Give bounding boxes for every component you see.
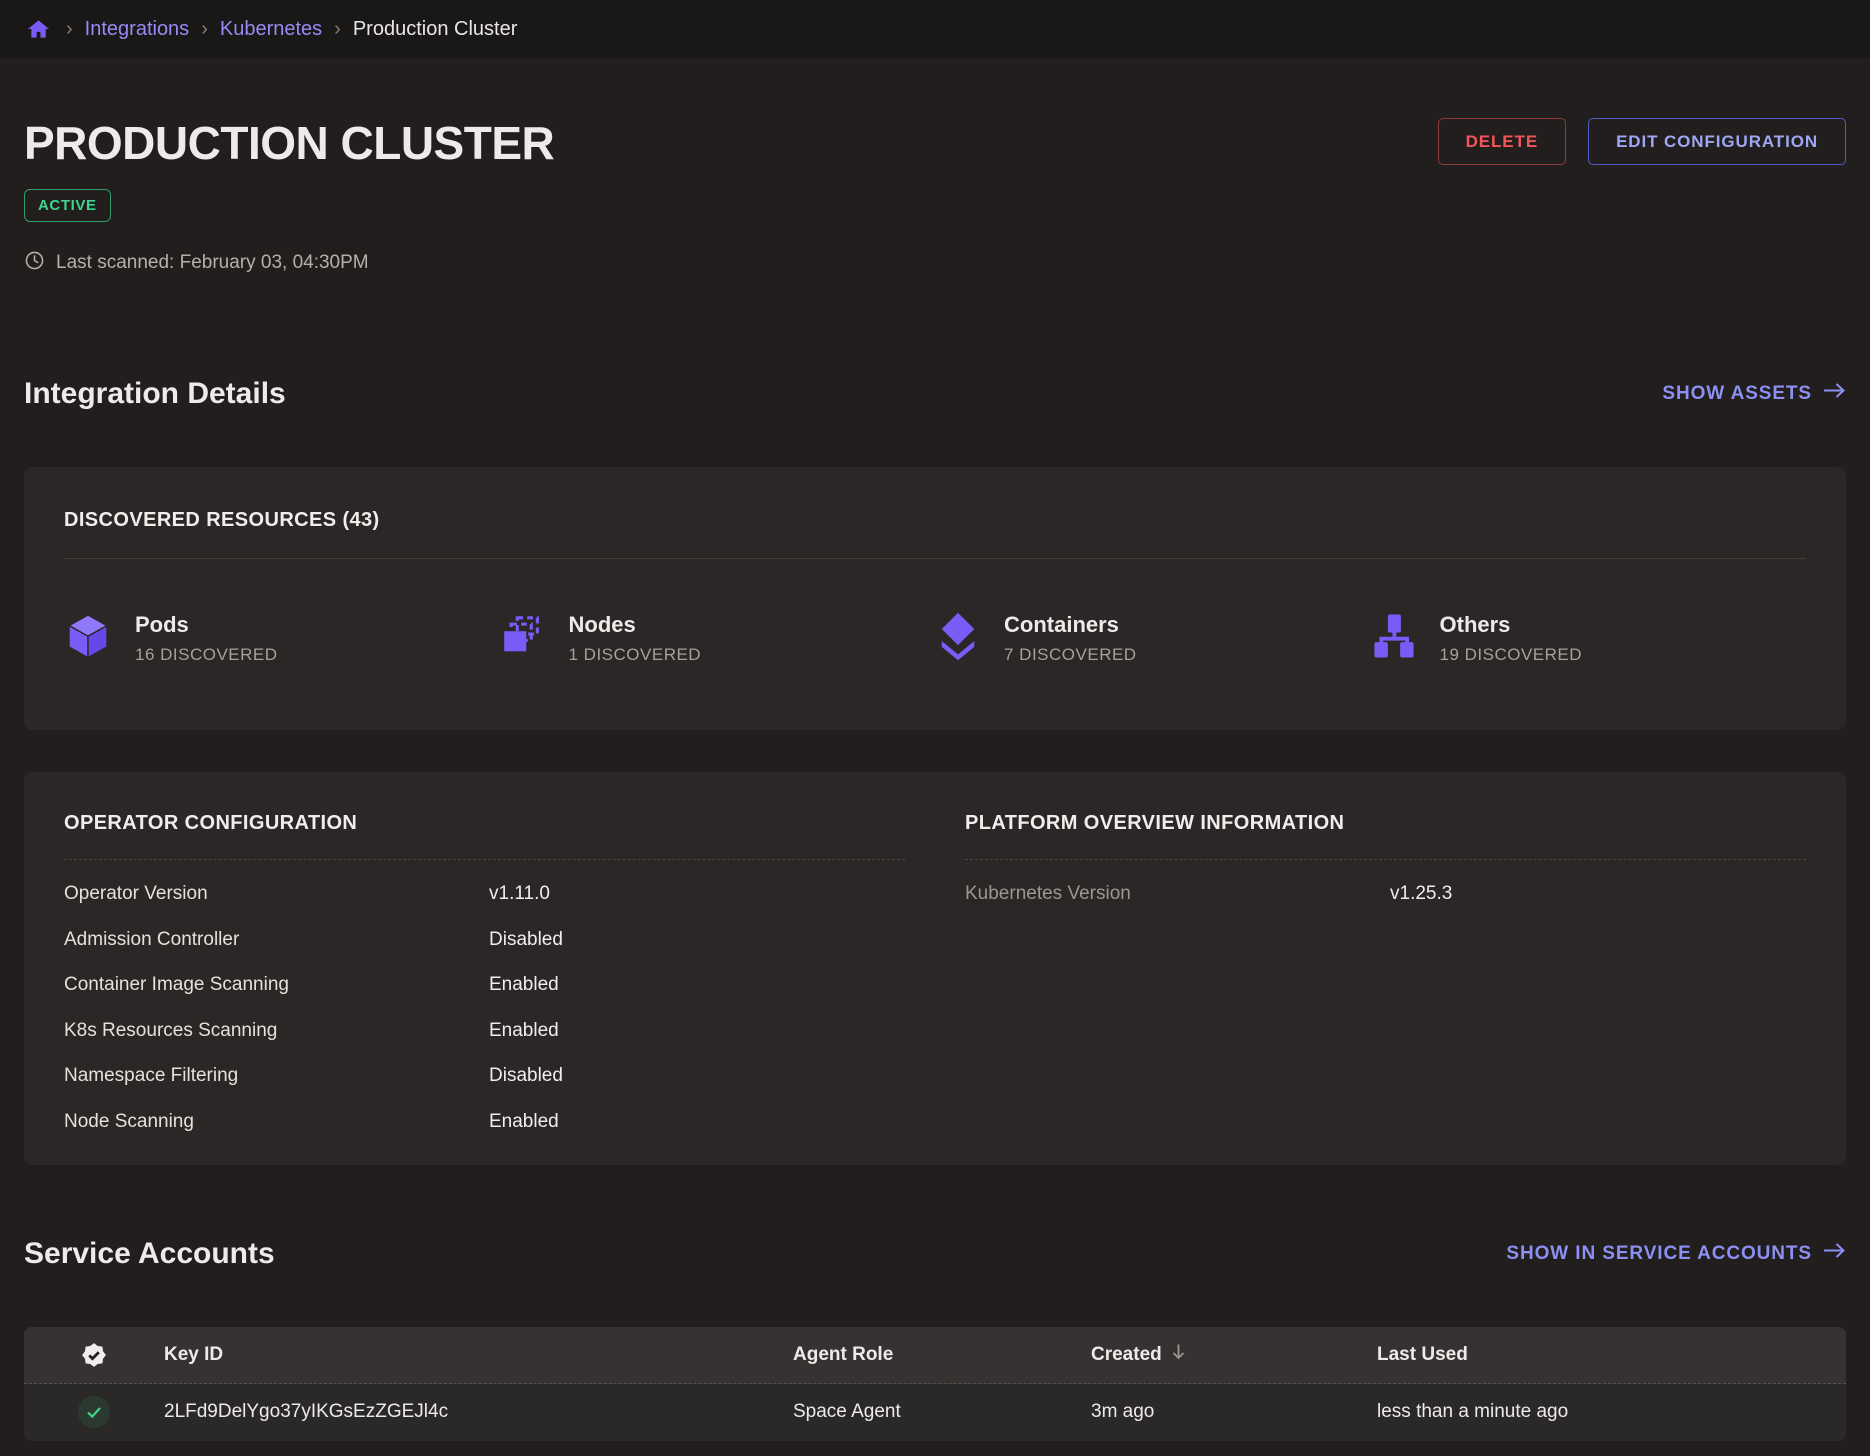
config-value: Disabled xyxy=(489,1065,563,1087)
config-label: Node Scanning xyxy=(64,1110,194,1132)
config-label: Namespace Filtering xyxy=(64,1065,239,1087)
pods-cube-icon xyxy=(64,612,112,665)
nodes-stack-icon xyxy=(500,613,546,664)
config-label: Operator Version xyxy=(64,883,208,905)
home-icon[interactable] xyxy=(27,18,50,41)
config-value: Enabled xyxy=(489,1019,559,1041)
breadcrumb-separator: › xyxy=(201,17,208,40)
config-row: Node Scanning Enabled xyxy=(64,1099,905,1145)
cell-last-used: less than a minute ago xyxy=(1377,1401,1569,1423)
arrow-right-icon xyxy=(1823,382,1846,405)
integration-details-heading: Integration Details xyxy=(24,376,286,410)
config-label: Container Image Scanning xyxy=(64,974,289,996)
verified-badge-icon xyxy=(24,1342,164,1368)
discovered-resources-title: DISCOVERED RESOURCES (43) xyxy=(64,508,380,531)
check-circle-icon xyxy=(78,1396,110,1429)
show-in-service-accounts-label: SHOW IN SERVICE ACCOUNTS xyxy=(1506,1242,1812,1264)
config-label: Admission Controller xyxy=(64,928,240,950)
show-assets-label: SHOW ASSETS xyxy=(1662,382,1812,404)
show-assets-link[interactable]: SHOW ASSETS xyxy=(1662,382,1846,405)
configuration-card: OPERATOR CONFIGURATION Operator Version … xyxy=(24,771,1846,1165)
show-in-service-accounts-link[interactable]: SHOW IN SERVICE ACCOUNTS xyxy=(1506,1242,1846,1265)
resource-name: Nodes xyxy=(568,611,636,637)
table-header-row: Key ID Agent Role Created Last Used xyxy=(24,1326,1846,1384)
breadcrumb-kubernetes[interactable]: Kubernetes xyxy=(219,17,323,40)
service-accounts-heading: Service Accounts xyxy=(24,1236,275,1270)
breadcrumb-separator: › xyxy=(334,17,341,40)
divider xyxy=(64,858,905,860)
resource-count: 1 DISCOVERED xyxy=(568,644,702,664)
config-value: Disabled xyxy=(489,928,563,950)
platform-value: v1.25.3 xyxy=(1390,883,1453,905)
cell-agent-role: Space Agent xyxy=(793,1401,901,1423)
resource-nodes: Nodes 1 DISCOVERED xyxy=(500,611,936,666)
divider xyxy=(965,858,1806,860)
breadcrumb: › Integrations › Kubernetes › Production… xyxy=(0,0,1870,58)
config-value: Enabled xyxy=(489,974,559,996)
column-header-created[interactable]: Created xyxy=(1091,1343,1377,1366)
column-header-agent-role: Agent Role xyxy=(793,1343,894,1365)
sort-down-icon xyxy=(1171,1343,1186,1366)
breadcrumb-current-page: Production Cluster xyxy=(352,17,518,40)
operator-configuration-title: OPERATOR CONFIGURATION xyxy=(64,811,358,834)
column-header-last-used: Last Used xyxy=(1377,1343,1468,1365)
resource-name: Others xyxy=(1439,611,1511,637)
column-header-key-id: Key ID xyxy=(164,1343,224,1365)
breadcrumb-integrations[interactable]: Integrations xyxy=(84,17,190,40)
divider xyxy=(64,557,1806,559)
config-row: Namespace Filtering Disabled xyxy=(64,1054,905,1100)
platform-row: Kubernetes Version v1.25.3 xyxy=(965,872,1806,918)
last-scanned-text: Last scanned: February 03, 04:30PM xyxy=(56,252,369,274)
config-row: K8s Resources Scanning Enabled xyxy=(64,1008,905,1054)
resource-name: Containers xyxy=(1004,611,1119,637)
resource-count: 7 DISCOVERED xyxy=(1004,644,1137,664)
clock-icon xyxy=(24,250,45,277)
discovered-resources-card: DISCOVERED RESOURCES (43) Pods 16 DISCOV… xyxy=(24,466,1846,730)
cell-key-id: 2LFd9DelYgo37yIKGsEzZGEJl4c xyxy=(164,1401,449,1423)
resource-name: Pods xyxy=(135,611,189,637)
delete-button[interactable]: DELETE xyxy=(1437,118,1567,165)
config-value: Enabled xyxy=(489,1110,559,1132)
breadcrumb-separator: › xyxy=(66,17,73,40)
header-actions: DELETE EDIT CONFIGURATION xyxy=(1437,118,1846,165)
config-row: Container Image Scanning Enabled xyxy=(64,963,905,1009)
arrow-right-icon xyxy=(1823,1242,1846,1265)
resource-others: Others 19 DISCOVERED xyxy=(1371,611,1807,666)
page-title: PRODUCTION CLUSTER xyxy=(24,117,555,169)
service-accounts-table: Key ID Agent Role Created Last Used xyxy=(24,1326,1846,1441)
resource-count: 16 DISCOVERED xyxy=(135,644,278,664)
config-row: Admission Controller Disabled xyxy=(64,917,905,963)
config-label: K8s Resources Scanning xyxy=(64,1019,278,1041)
config-row: Operator Version v1.11.0 xyxy=(64,872,905,918)
resource-count: 19 DISCOVERED xyxy=(1439,644,1583,664)
status-badge: ACTIVE xyxy=(24,188,111,222)
containers-layers-icon xyxy=(935,611,981,666)
page-header: PRODUCTION CLUSTER ACTIVE Last scanned: … xyxy=(24,118,1846,277)
platform-label: Kubernetes Version xyxy=(965,883,1131,905)
last-scanned: Last scanned: February 03, 04:30PM xyxy=(24,250,554,277)
platform-overview-title: PLATFORM OVERVIEW INFORMATION xyxy=(965,811,1345,834)
table-row[interactable]: 2LFd9DelYgo37yIKGsEzZGEJl4c Space Agent … xyxy=(24,1384,1846,1441)
resource-containers: Containers 7 DISCOVERED xyxy=(935,611,1371,666)
cell-created: 3m ago xyxy=(1091,1401,1155,1423)
hierarchy-icon xyxy=(1371,613,1417,664)
resource-pods: Pods 16 DISCOVERED xyxy=(64,611,500,666)
config-value: v1.11.0 xyxy=(489,883,550,905)
edit-configuration-button[interactable]: EDIT CONFIGURATION xyxy=(1588,118,1846,165)
